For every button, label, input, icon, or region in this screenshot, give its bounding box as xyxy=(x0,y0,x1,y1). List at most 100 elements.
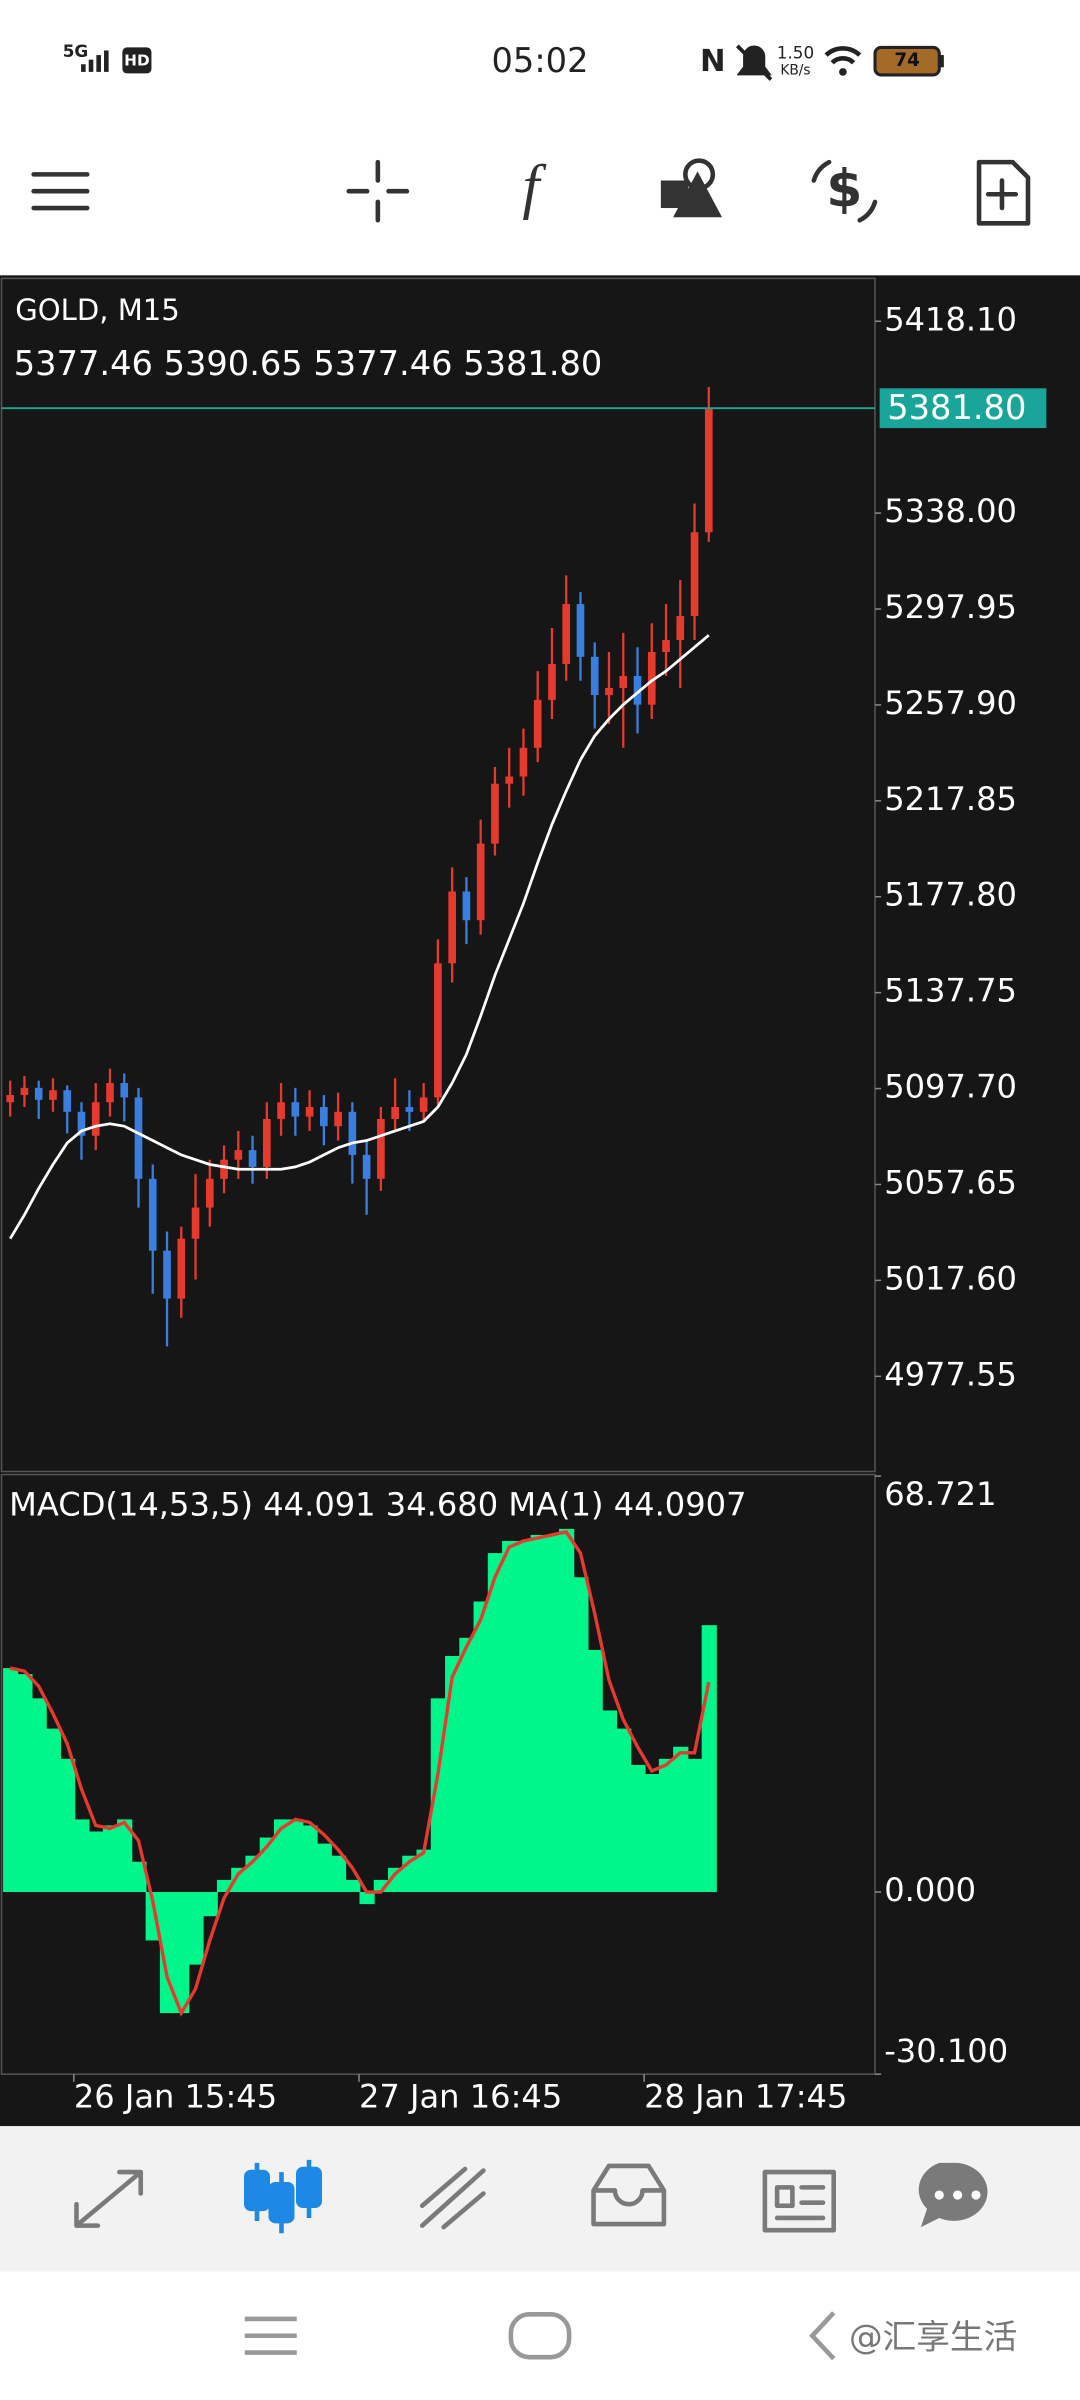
battery-tip xyxy=(939,55,944,68)
y-tick-label: 5097.70 xyxy=(884,1068,1017,1106)
hd: HD xyxy=(124,52,149,70)
macd-bar xyxy=(188,1892,204,1965)
macd-bar xyxy=(502,1540,518,1893)
macd-bar xyxy=(202,1892,218,1917)
current-price-box xyxy=(879,388,1047,429)
candle-body xyxy=(148,1178,157,1251)
candle-body xyxy=(63,1090,72,1112)
y-tick-label: 5217.85 xyxy=(884,780,1017,818)
macd-bar xyxy=(630,1764,646,1893)
candle-body xyxy=(662,640,670,652)
macd-bar xyxy=(88,1831,104,1893)
history-tab[interactable] xyxy=(591,2163,667,2227)
macd-bar xyxy=(516,1540,532,1893)
macd-bar xyxy=(416,1849,432,1893)
candle-body xyxy=(6,1095,15,1103)
macd-bar xyxy=(174,1892,190,2014)
candle-body xyxy=(505,776,514,784)
news-tab[interactable] xyxy=(762,2169,837,2233)
macd-bar xyxy=(559,1528,575,1893)
watermark: @汇享生活 xyxy=(849,2317,1017,2356)
candle-body xyxy=(491,783,499,844)
candle-body xyxy=(548,663,556,700)
candle-body xyxy=(462,891,471,921)
y-tick-label: 5017.60 xyxy=(884,1259,1017,1297)
candle-body xyxy=(277,1102,285,1119)
recents-button[interactable] xyxy=(244,2316,297,2355)
system-nav xyxy=(0,2271,1080,2400)
y-tick-label: 4977.55 xyxy=(884,1355,1017,1393)
candle-body xyxy=(191,1207,200,1239)
candle-body xyxy=(262,1118,271,1167)
candle-body xyxy=(647,651,656,705)
candle-body xyxy=(590,656,599,696)
candle-body xyxy=(676,616,685,641)
quotes-tab[interactable] xyxy=(74,2169,144,2228)
speed: 1.50 xyxy=(777,43,814,63)
back-button[interactable] xyxy=(809,2311,836,2361)
trade-button[interactable]: $ xyxy=(811,160,878,223)
candle-body xyxy=(205,1178,214,1208)
home-button[interactable] xyxy=(508,2312,572,2360)
y-tick-label: 68.721 xyxy=(884,1475,996,1513)
candle-body xyxy=(106,1083,114,1103)
candle-body xyxy=(562,604,571,664)
y-tick-label: 5418.10 xyxy=(884,300,1017,338)
network: 5G xyxy=(63,41,89,61)
macd-bar xyxy=(616,1728,632,1893)
macd-bar xyxy=(316,1843,332,1893)
macd-bar xyxy=(601,1710,618,1893)
candle-body xyxy=(120,1083,129,1098)
macd-bar xyxy=(687,1758,703,1893)
candle-body xyxy=(405,1107,414,1112)
bottom-nav xyxy=(0,2126,1080,2272)
candle-body xyxy=(633,675,642,705)
y-tick-label: -30.100 xyxy=(884,2032,1008,2070)
new-order-button[interactable] xyxy=(976,159,1031,226)
candle-body xyxy=(448,891,456,964)
chat-tab[interactable] xyxy=(918,2162,988,2228)
ohlc: 5377.46 5390.65 5377.46 5381.80 xyxy=(14,344,603,383)
y-tick-label: 5257.90 xyxy=(884,684,1017,722)
signal-line xyxy=(9,1530,711,2017)
candle-body xyxy=(177,1238,186,1299)
chart-tab[interactable] xyxy=(243,2159,323,2234)
candle-body xyxy=(248,1150,257,1167)
macd-bar xyxy=(587,1649,603,1893)
speed-unit: KB/s xyxy=(780,62,810,78)
candle-body xyxy=(49,1090,57,1100)
nfc-icon: N xyxy=(700,44,726,79)
macd-panel xyxy=(0,1473,876,2075)
y-tick-label: 0.000 xyxy=(884,1871,976,1909)
trade-tab[interactable] xyxy=(419,2166,486,2230)
plot: 5418.10 5338.00 5297.95 5257.90 5217.85 5177.… xyxy=(1,300,1047,2116)
macd-bar xyxy=(74,1819,90,1893)
price-panel xyxy=(0,277,876,1473)
clock: 05:02 xyxy=(492,41,589,80)
x-tick-label: 27 Jan 16:45 xyxy=(359,2078,562,2116)
macd-bar xyxy=(3,1668,19,1893)
macd-bar xyxy=(359,1892,375,1905)
y-tick-label: 5297.95 xyxy=(884,588,1017,626)
menu-button[interactable] xyxy=(31,172,90,211)
candle-body xyxy=(519,747,528,777)
candle-body xyxy=(34,1087,43,1100)
macd-bar xyxy=(288,1819,304,1893)
candle-body xyxy=(305,1107,314,1117)
candle-body xyxy=(704,408,713,533)
candle-body xyxy=(419,1097,428,1112)
candle-body xyxy=(576,604,585,657)
macd-bar xyxy=(131,1861,147,1893)
wifi-icon xyxy=(824,46,862,65)
objects-button[interactable] xyxy=(660,158,723,218)
macd-bar xyxy=(330,1855,347,1893)
macd-bar xyxy=(459,1637,475,1893)
macd-bar xyxy=(673,1746,689,1893)
crosshair-button[interactable] xyxy=(346,159,410,223)
candle-body xyxy=(234,1150,243,1160)
y-tick-label: 5177.80 xyxy=(884,876,1017,914)
mute-icon xyxy=(735,44,773,81)
macd-bar xyxy=(17,1674,33,1893)
macd-bar xyxy=(345,1879,361,1893)
